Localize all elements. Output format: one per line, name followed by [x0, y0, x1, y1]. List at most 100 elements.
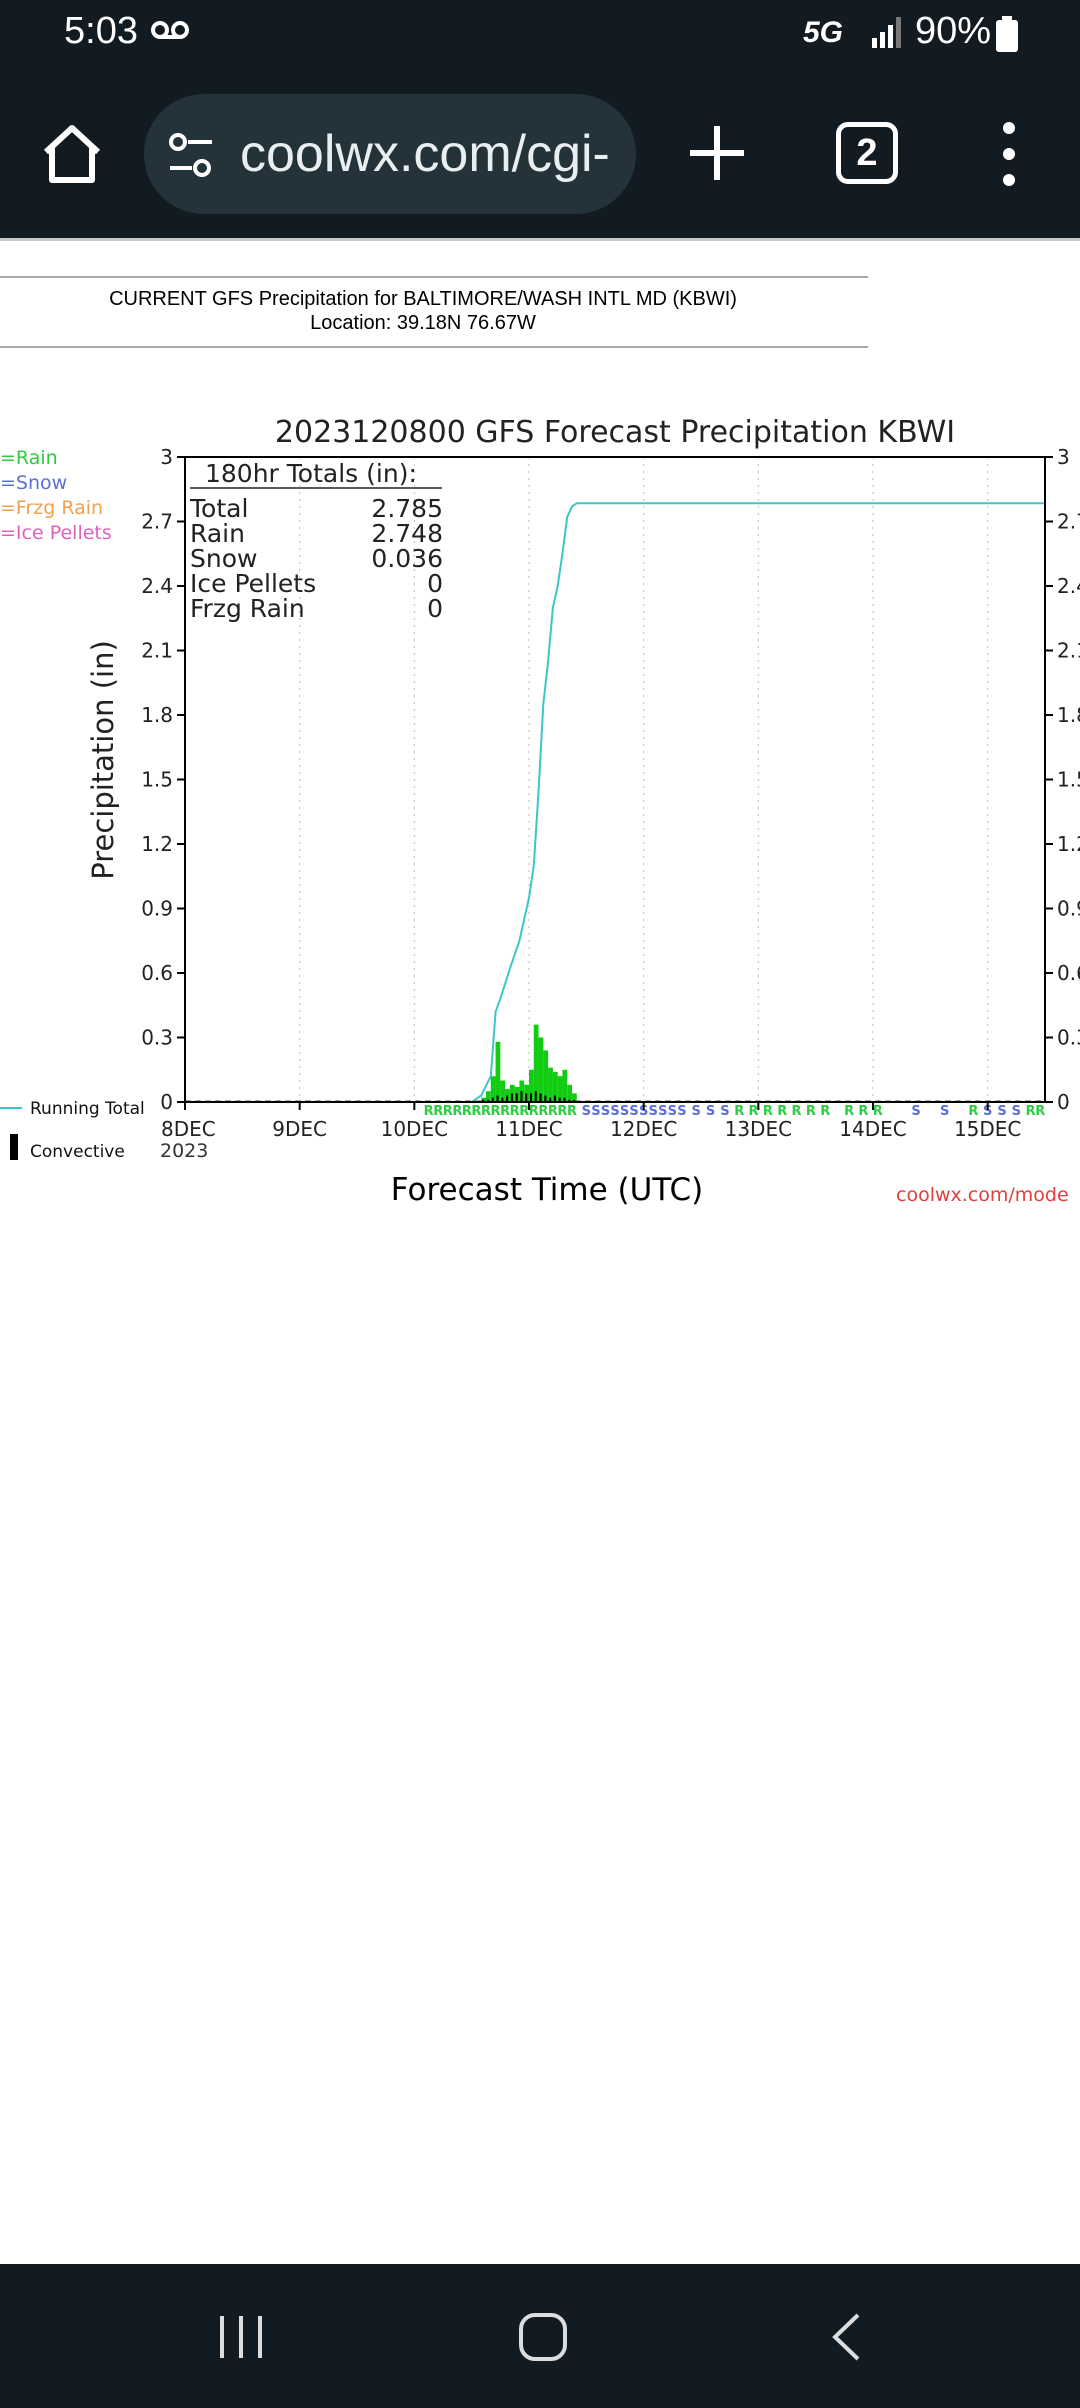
y-tick-label-right: 2.7 [1057, 510, 1080, 534]
rain-bar [543, 1050, 549, 1102]
y-tick-label: 1.8 [141, 703, 173, 727]
running-total-line [185, 502, 1045, 1103]
status-bar: 5:03 5G 90% [0, 0, 1080, 70]
ptype-mark: R [734, 1104, 744, 1119]
ptype-mark: S [720, 1104, 729, 1119]
ptype-mark: R [481, 1104, 491, 1119]
ptype-mark: S [649, 1104, 658, 1119]
y-tick-label: 0.6 [141, 961, 173, 985]
x-tick-label: 12DEC [610, 1117, 677, 1141]
convective-bar [510, 1093, 513, 1102]
x-tick-label: 9DEC [272, 1117, 327, 1141]
rain-bar [557, 1076, 563, 1102]
y-tick-label: 0 [160, 1090, 173, 1114]
home-icon[interactable] [40, 122, 104, 186]
y-tick-label-right: 2.1 [1057, 639, 1080, 663]
ptype-mark: R [777, 1104, 787, 1119]
y-tick-label-right: 0.9 [1057, 897, 1080, 921]
ptype-mark: S [983, 1104, 992, 1119]
ptype-mark: R [500, 1104, 510, 1119]
ptype-mark: R [510, 1104, 520, 1119]
ptype-mark: R [763, 1104, 773, 1119]
y-tick-label: 2.7 [141, 510, 173, 534]
chart-grid [185, 457, 1045, 1102]
ptype-mark: R [519, 1104, 529, 1119]
home-nav-icon[interactable] [518, 2312, 568, 2362]
y-tick-label: 1.2 [141, 832, 173, 856]
ptype-mark: S [582, 1104, 591, 1119]
ptype-mark: R [567, 1104, 577, 1119]
ptype-mark: R [491, 1104, 501, 1119]
x-tick-label: 14DEC [839, 1117, 906, 1141]
ptype-mark: R [548, 1104, 558, 1119]
convective-bar [544, 1095, 547, 1102]
y-tick-label-right: 2.4 [1057, 574, 1080, 598]
convective-bar [487, 1099, 489, 1102]
rain-bar [495, 1041, 501, 1102]
x-axis-ticks: 8DEC 9DEC 10DEC 11DEC 12DEC 13DEC 14DEC 15DEC [161, 1102, 1021, 1141]
totals-label-ice-pellets: Ice Pellets [190, 569, 316, 598]
url-text: coolwx.com/cgi- [240, 125, 610, 183]
y-tick-label-right: 1.5 [1057, 768, 1080, 792]
browser-toolbar: coolwx.com/cgi- 2 [0, 70, 1080, 238]
convective-bar [568, 1099, 571, 1102]
y-axis-ticks-right: 0 0.3 0.6 0.9 1.2 1.5 1.8 2.1 2.4 2.7 3 [1045, 445, 1080, 1114]
new-tab-icon[interactable] [684, 120, 750, 186]
ptype-mark: S [639, 1104, 648, 1119]
ptype-mark: S [1012, 1104, 1021, 1119]
y-tick-label: 2.4 [141, 574, 173, 598]
ptype-mark: R [538, 1104, 548, 1119]
convective-bar [520, 1091, 523, 1102]
voicemail-icon [151, 21, 189, 39]
recent-apps-icon[interactable] [216, 2314, 266, 2360]
rain-bar [533, 1024, 539, 1102]
ptype-mark: R [529, 1104, 539, 1119]
ptype-mark: R [557, 1104, 567, 1119]
signal-icon [872, 17, 901, 48]
legend-convective: Convective [30, 1142, 125, 1162]
ptype-mark: S [677, 1104, 686, 1119]
back-icon[interactable] [830, 2312, 862, 2362]
totals-label-frzg-rain: Frzg Rain [190, 594, 305, 623]
totals-header: 180hr Totals (in): [205, 459, 417, 488]
totals-value-frzg-rain: 0 [427, 594, 443, 623]
totals-value-rain: 2.748 [371, 519, 443, 548]
y-axis-ticks: 0 0.3 0.6 0.9 1.2 1.5 1.8 2.1 2.4 2.7 3 [141, 445, 185, 1114]
y-axis-label: Precipitation (in) [86, 640, 120, 880]
credit-label: coolwx.com/mode [896, 1184, 1069, 1206]
convective-bar [539, 1093, 542, 1102]
ptype-mark: R [1026, 1104, 1036, 1119]
legend-convective-swatch [10, 1134, 18, 1160]
x-tick-label: 8DEC [161, 1117, 216, 1141]
ptype-mark: S [668, 1104, 677, 1119]
convective-bar [573, 1099, 575, 1102]
rain-bar [529, 1069, 534, 1102]
more-options-icon[interactable] [994, 118, 1024, 190]
year-label: 2023 [160, 1140, 208, 1162]
address-bar[interactable]: coolwx.com/cgi- [144, 94, 636, 214]
convective-bar [515, 1093, 518, 1102]
totals-label-snow: Snow [190, 544, 257, 573]
totals-value-snow: 0.036 [371, 544, 443, 573]
ptype-mark: R [792, 1104, 802, 1119]
chart-title: 2023120800 GFS Forecast Precipitation KB… [275, 415, 955, 450]
y-tick-label: 0.3 [141, 1026, 173, 1050]
y-tick-label: 0.9 [141, 897, 173, 921]
ptype-mark: S [706, 1104, 715, 1119]
x-axis-label: Forecast Time (UTC) [391, 1172, 703, 1208]
convective-bar [558, 1097, 561, 1102]
ptype-mark: R [873, 1104, 883, 1119]
ptype-mark: R [1035, 1104, 1045, 1119]
site-settings-icon[interactable] [166, 130, 216, 180]
x-tick-label: 13DEC [725, 1117, 792, 1141]
y-tick-label-right: 1.8 [1057, 703, 1080, 727]
convective-bar [563, 1097, 566, 1102]
x-tick-label: 11DEC [495, 1117, 562, 1141]
totals-value-ice-pellets: 0 [427, 569, 443, 598]
ptype-mark: S [658, 1104, 667, 1119]
tab-switcher-button[interactable]: 2 [836, 122, 898, 184]
ptype-mark: R [443, 1104, 453, 1119]
ptype-mark: R [858, 1104, 868, 1119]
ptype-mark: R [471, 1104, 481, 1119]
